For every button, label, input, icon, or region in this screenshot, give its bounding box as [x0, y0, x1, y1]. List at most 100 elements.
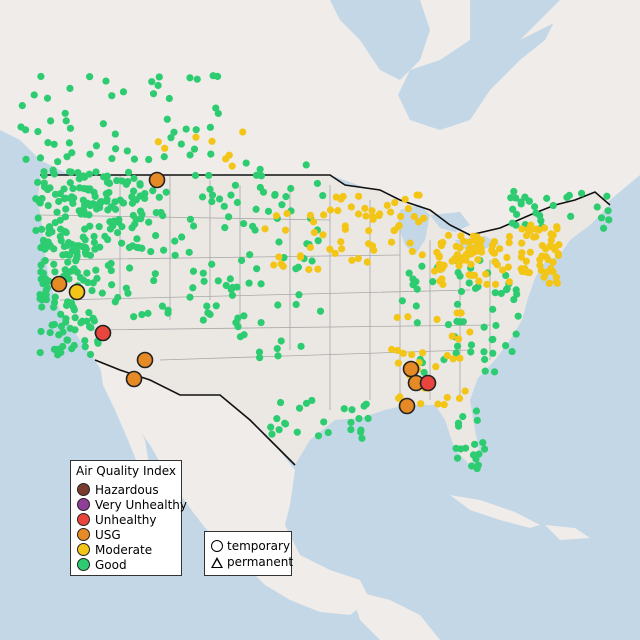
monitor-marker: [530, 233, 538, 241]
monitor-marker: [505, 232, 514, 241]
monitor-marker: [599, 224, 608, 232]
monitor-marker: [347, 418, 355, 427]
monitor-marker: [444, 320, 453, 329]
monitor-marker: [73, 254, 81, 262]
monitor-marker: [198, 193, 207, 201]
monitor-marker: [103, 195, 111, 203]
monitor-marker: [85, 308, 93, 317]
monitor-marker: [214, 277, 222, 285]
monitor-marker: [61, 213, 69, 221]
monitor-marker: [302, 161, 310, 169]
monitor-marker: [412, 278, 420, 286]
monitor-marker: [214, 109, 222, 118]
monitor-marker: [233, 198, 241, 207]
monitor-marker: [278, 201, 286, 209]
monitor-marker: [113, 228, 122, 237]
monitor-marker: [55, 197, 63, 206]
monitor-marker: [481, 355, 489, 364]
monitor-marker: [136, 207, 145, 215]
monitor-marker: [154, 81, 162, 90]
monitor-marker: [37, 275, 45, 283]
monitor-marker: [466, 328, 474, 336]
monitor-marker: [434, 400, 442, 408]
monitor-marker: [45, 223, 54, 231]
monitor-marker: [549, 258, 557, 266]
hudson-bay: [330, 0, 430, 80]
monitor-marker: [268, 430, 276, 438]
circle-icon: [211, 540, 223, 552]
monitor-marker: [475, 277, 483, 285]
monitor-marker: [320, 418, 328, 426]
monitor-marker: [206, 310, 214, 319]
monitor-marker: [242, 159, 250, 167]
monitor-marker: [357, 426, 365, 434]
monitor-marker: [81, 336, 89, 345]
monitor-marker: [65, 251, 74, 259]
monitor-marker: [479, 439, 487, 447]
monitor-marker: [81, 343, 89, 351]
monitor-marker: [86, 73, 94, 81]
monitor-marker: [228, 162, 236, 170]
monitor-marker: [314, 237, 322, 245]
monitor-marker: [465, 271, 473, 279]
monitor-marker: [295, 404, 304, 412]
monitor-marker: [76, 273, 85, 282]
monitor-marker: [358, 434, 366, 442]
monitor-marker: [38, 225, 46, 233]
monitor-marker: [78, 317, 86, 325]
monitor-marker: [113, 176, 121, 185]
monitor-marker: [240, 312, 248, 320]
us-border: [40, 174, 611, 466]
monitor-marker: [96, 243, 104, 251]
monitor-marker: [129, 187, 138, 195]
monitor-marker: [186, 293, 194, 301]
monitor-marker: [102, 190, 110, 198]
monitor-marker: [68, 193, 76, 201]
baja: [100, 365, 150, 470]
monitor-marker: [149, 187, 157, 195]
monitor-marker-large: [136, 351, 154, 369]
monitor-marker: [338, 245, 346, 253]
monitor-marker: [86, 222, 94, 230]
monitor-marker: [348, 406, 356, 414]
monitor-marker: [309, 218, 318, 226]
temporary-label: temporary: [227, 539, 291, 553]
monitor-marker: [83, 269, 91, 277]
monitor-marker: [275, 426, 283, 434]
monitor-marker: [145, 218, 153, 226]
monitor-marker: [186, 151, 194, 159]
monitor-marker: [297, 342, 305, 350]
monitor-marker: [273, 344, 281, 353]
monitor-marker: [108, 281, 116, 289]
monitor-marker: [32, 226, 40, 235]
legend-label: Unhealthy: [95, 513, 157, 527]
monitor-marker: [44, 277, 52, 285]
legend-label: Moderate: [95, 543, 153, 557]
monitor-marker: [208, 197, 216, 206]
monitor-marker: [43, 94, 52, 102]
monitor-marker: [457, 232, 465, 240]
monitor-marker: [399, 349, 407, 358]
monitor-marker: [465, 245, 473, 253]
monitor-marker: [467, 341, 476, 349]
monitor-marker: [66, 84, 74, 92]
monitor-marker: [443, 393, 451, 402]
monitor-marker: [354, 254, 362, 263]
monitor-marker: [123, 147, 131, 155]
monitor-marker: [86, 150, 94, 158]
monitor-marker: [547, 236, 555, 244]
monitor-marker: [459, 412, 467, 421]
monitor-marker: [86, 201, 94, 210]
monitor-marker: [84, 186, 92, 194]
monitor-marker: [39, 269, 48, 277]
monitor-marker: [252, 205, 260, 213]
monitor-marker: [522, 257, 530, 265]
good-swatch: [77, 558, 90, 571]
monitor-marker: [40, 171, 48, 180]
monitor-marker: [92, 142, 101, 150]
monitor-marker: [73, 248, 81, 256]
monitor-marker: [100, 173, 108, 181]
monitor-marker: [41, 290, 50, 298]
monitor-marker: [256, 354, 264, 362]
monitor-marker: [293, 428, 301, 436]
